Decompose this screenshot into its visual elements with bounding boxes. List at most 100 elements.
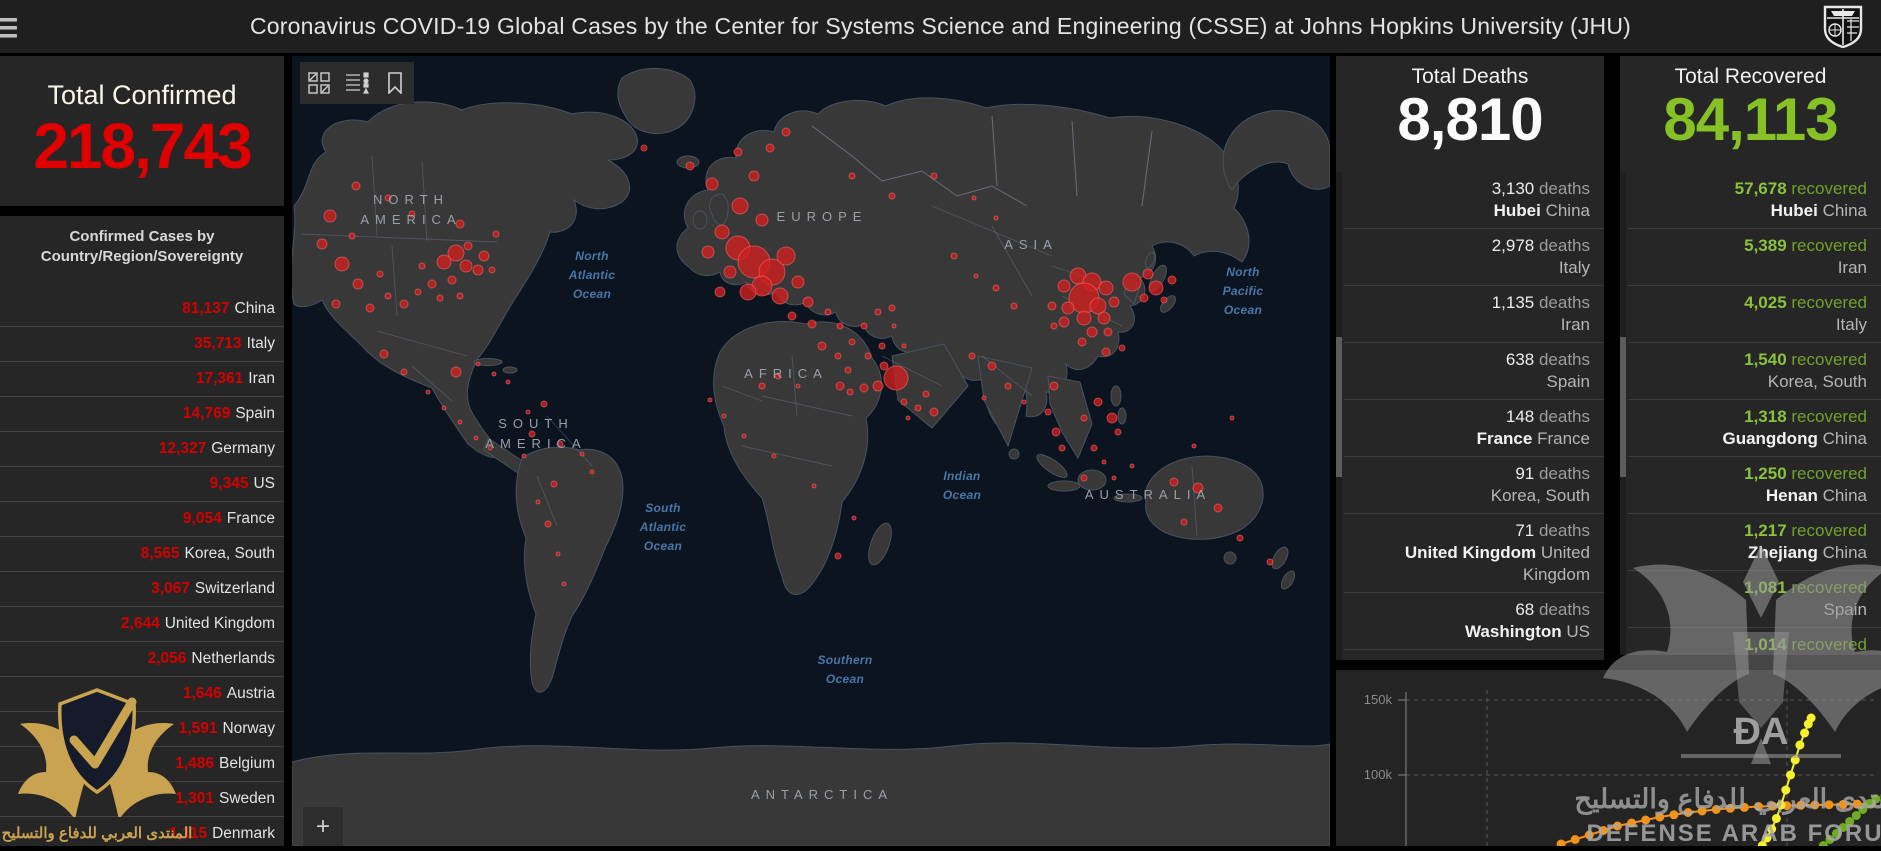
- case-bubble[interactable]: [846, 388, 854, 396]
- table-row[interactable]: 1,486 Belgium: [0, 747, 284, 782]
- case-bubble[interactable]: [1111, 475, 1117, 481]
- case-bubble[interactable]: [521, 453, 527, 459]
- case-bubble[interactable]: [811, 483, 817, 489]
- case-bubble[interactable]: [472, 264, 484, 276]
- case-bubble[interactable]: [457, 419, 463, 425]
- table-row[interactable]: 1,217 recovered Zhejiang China: [1628, 514, 1881, 571]
- case-bubble[interactable]: [891, 323, 897, 329]
- case-bubble[interactable]: [1080, 474, 1088, 482]
- table-row[interactable]: 1,115 Denmark: [0, 817, 284, 846]
- case-bubble[interactable]: [807, 319, 817, 329]
- case-bubble[interactable]: [776, 246, 796, 266]
- case-bubble[interactable]: [425, 389, 431, 395]
- case-bubble[interactable]: [888, 192, 896, 200]
- case-bubble[interactable]: [1118, 344, 1126, 352]
- case-bubble[interactable]: [399, 299, 409, 309]
- case-bubble[interactable]: [1010, 302, 1018, 310]
- case-bubble[interactable]: [400, 368, 408, 376]
- case-bubble[interactable]: [733, 147, 743, 157]
- case-bubble[interactable]: [968, 352, 976, 360]
- case-bubble[interactable]: [739, 283, 757, 301]
- case-bubble[interactable]: [478, 250, 490, 262]
- case-bubble[interactable]: [1057, 279, 1071, 293]
- case-bubble[interactable]: [1101, 459, 1107, 465]
- case-bubble[interactable]: [1097, 311, 1111, 325]
- table-row[interactable]: 2,056 Netherlands: [0, 642, 284, 677]
- case-bubble[interactable]: [755, 213, 769, 227]
- case-bubble[interactable]: [365, 303, 375, 313]
- case-bubble[interactable]: [316, 238, 328, 250]
- table-row[interactable]: 1,135 deaths Iran: [1344, 286, 1604, 343]
- case-bubble[interactable]: [447, 275, 457, 285]
- case-bubble[interactable]: [707, 397, 713, 403]
- table-row[interactable]: 12,327 Germany: [0, 432, 284, 467]
- case-bubble[interactable]: [1044, 408, 1052, 416]
- table-row[interactable]: 1,646 Austria: [0, 677, 284, 712]
- case-bubble[interactable]: [872, 380, 884, 392]
- table-row[interactable]: 1,591 Norway: [0, 712, 284, 747]
- case-bubble[interactable]: [544, 520, 552, 528]
- case-bubble[interactable]: [714, 286, 726, 298]
- case-bubble[interactable]: [771, 287, 789, 305]
- case-bubble[interactable]: [441, 405, 447, 411]
- case-bubble[interactable]: [1004, 382, 1012, 390]
- case-bubble[interactable]: [384, 194, 392, 202]
- case-bubble[interactable]: [1080, 414, 1088, 422]
- case-bubble[interactable]: [1192, 482, 1204, 494]
- table-row[interactable]: 9,345 US: [0, 467, 284, 502]
- case-bubble[interactable]: [905, 415, 911, 421]
- case-bubble[interactable]: [556, 440, 564, 448]
- case-bubble[interactable]: [1106, 412, 1118, 424]
- case-bubble[interactable]: [888, 304, 896, 312]
- case-bubble[interactable]: [874, 308, 882, 316]
- case-bubble[interactable]: [450, 366, 462, 378]
- zoom-in-button[interactable]: +: [302, 806, 344, 846]
- case-bubble[interactable]: [748, 170, 760, 182]
- case-bubble[interactable]: [1114, 428, 1122, 436]
- case-bubble[interactable]: [555, 551, 561, 557]
- case-bubble[interactable]: [851, 515, 857, 521]
- case-bubble[interactable]: [1021, 399, 1027, 405]
- basemap-icon[interactable]: [306, 70, 332, 96]
- case-bubble[interactable]: [721, 413, 727, 419]
- scrollbar[interactable]: [1336, 172, 1342, 660]
- case-bubble[interactable]: [914, 404, 922, 412]
- case-bubble[interactable]: [1089, 297, 1107, 315]
- case-bubble[interactable]: [1077, 337, 1087, 347]
- case-bubble[interactable]: [376, 270, 384, 278]
- table-row[interactable]: 1,301 Sweden: [0, 782, 284, 817]
- table-row[interactable]: 57,678 recovered Hubei China: [1628, 172, 1881, 229]
- case-bubble[interactable]: [379, 349, 389, 359]
- chart-svg[interactable]: [1336, 670, 1881, 850]
- case-bubble[interactable]: [323, 209, 337, 223]
- case-bubble[interactable]: [528, 430, 536, 438]
- case-bubble[interactable]: [765, 143, 775, 153]
- table-row[interactable]: 35,713 Italy: [0, 327, 284, 362]
- case-bubble[interactable]: [802, 296, 814, 308]
- case-bubble[interactable]: [929, 407, 939, 417]
- case-bubble[interactable]: [579, 451, 585, 457]
- case-bubble[interactable]: [589, 469, 595, 475]
- case-bubble[interactable]: [1236, 534, 1244, 542]
- table-row[interactable]: 71 deaths United Kingdom United Kingdom: [1344, 514, 1604, 593]
- case-bubble[interactable]: [1090, 444, 1098, 452]
- case-bubble[interactable]: [550, 480, 558, 488]
- case-bubble[interactable]: [436, 254, 452, 270]
- case-bubble[interactable]: [1101, 347, 1111, 357]
- case-bubble[interactable]: [384, 292, 392, 300]
- case-bubble[interactable]: [836, 322, 844, 330]
- case-bubble[interactable]: [535, 499, 541, 505]
- case-bubble[interactable]: [987, 361, 997, 371]
- case-bubble[interactable]: [879, 361, 889, 371]
- case-bubble[interactable]: [334, 256, 350, 272]
- case-bubble[interactable]: [492, 230, 500, 238]
- table-row[interactable]: 68 deaths Washington US: [1344, 593, 1604, 650]
- case-bubble[interactable]: [1213, 503, 1223, 513]
- legend-icon[interactable]: [344, 70, 370, 96]
- case-bubble[interactable]: [758, 382, 766, 390]
- case-bubble[interactable]: [992, 284, 1000, 292]
- case-bubble[interactable]: [844, 366, 852, 374]
- case-bubble[interactable]: [900, 398, 908, 406]
- case-bubble[interactable]: [950, 252, 958, 260]
- case-bubble[interactable]: [475, 361, 481, 367]
